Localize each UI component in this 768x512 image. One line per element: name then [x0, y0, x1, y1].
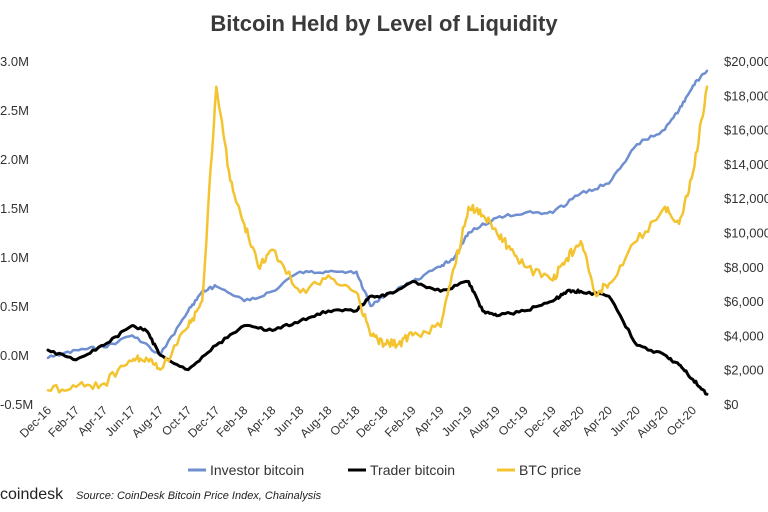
x-tick-label: Aug-19	[466, 403, 503, 440]
x-tick-label: Aug-18	[297, 403, 334, 440]
right-axis-ticks: $0 $2,000 $4,000 $6,000 $8,000 $10,000 $12,000…	[724, 54, 768, 412]
x-tick-label: Feb-18	[214, 403, 251, 440]
left-tick-label: 2.0M	[0, 152, 29, 167]
right-tick-label: $2,000	[724, 363, 764, 378]
chart-title: Bitcoin Held by Level of Liquidity	[210, 11, 558, 36]
legend: Investor bitcoin Trader bitcoin BTC price	[188, 462, 581, 478]
legend-label: BTC price	[519, 462, 581, 478]
x-tick-label: Aug-17	[129, 403, 166, 440]
left-tick-label: 3.0M	[0, 54, 29, 69]
legend-label: Investor bitcoin	[210, 462, 304, 478]
left-tick-label: 1.5M	[0, 201, 29, 216]
source-note: Source: CoinDesk Bitcoin Price Index, Ch…	[76, 490, 322, 502]
x-tick-label: Oct-20	[664, 403, 700, 439]
series-line-btc-price	[46, 85, 709, 394]
right-tick-label: $14,000	[724, 157, 768, 172]
right-tick-label: $16,000	[724, 123, 768, 138]
x-tick-label: Feb-19	[382, 403, 419, 440]
right-tick-label: $20,000	[724, 54, 768, 69]
left-tick-label: 0.0M	[0, 348, 29, 363]
x-tick-label: Aug-20	[634, 403, 671, 440]
brand-logo-text: coindesk	[0, 486, 64, 503]
legend-label: Trader bitcoin	[370, 462, 455, 478]
left-tick-label: -0.5M	[0, 397, 33, 412]
series-line-trader-bitcoin	[46, 279, 709, 396]
right-tick-label: $8,000	[724, 260, 764, 275]
left-tick-label: 2.5M	[0, 103, 29, 118]
x-tick-label: Feb-17	[45, 403, 82, 440]
left-tick-label: 0.5M	[0, 299, 29, 314]
right-tick-label: $4,000	[724, 328, 764, 343]
series-line-investor-bitcoin	[46, 69, 709, 360]
series-lines	[46, 69, 709, 396]
left-axis-ticks: -0.5M 0.0M 0.5M 1.0M 1.5M 2.0M 2.5M 3.0M	[0, 54, 33, 412]
left-tick-label: 1.0M	[0, 250, 29, 265]
right-tick-label: $18,000	[724, 88, 768, 103]
x-axis-ticks: Dec-16Feb-17Apr-17Jun-17Aug-17Oct-17Dec-…	[17, 403, 699, 440]
right-tick-label: $12,000	[724, 191, 768, 206]
x-tick-label: Feb-20	[550, 403, 587, 440]
right-tick-label: $0	[724, 397, 738, 412]
right-tick-label: $10,000	[724, 226, 768, 241]
right-tick-label: $6,000	[724, 294, 764, 309]
